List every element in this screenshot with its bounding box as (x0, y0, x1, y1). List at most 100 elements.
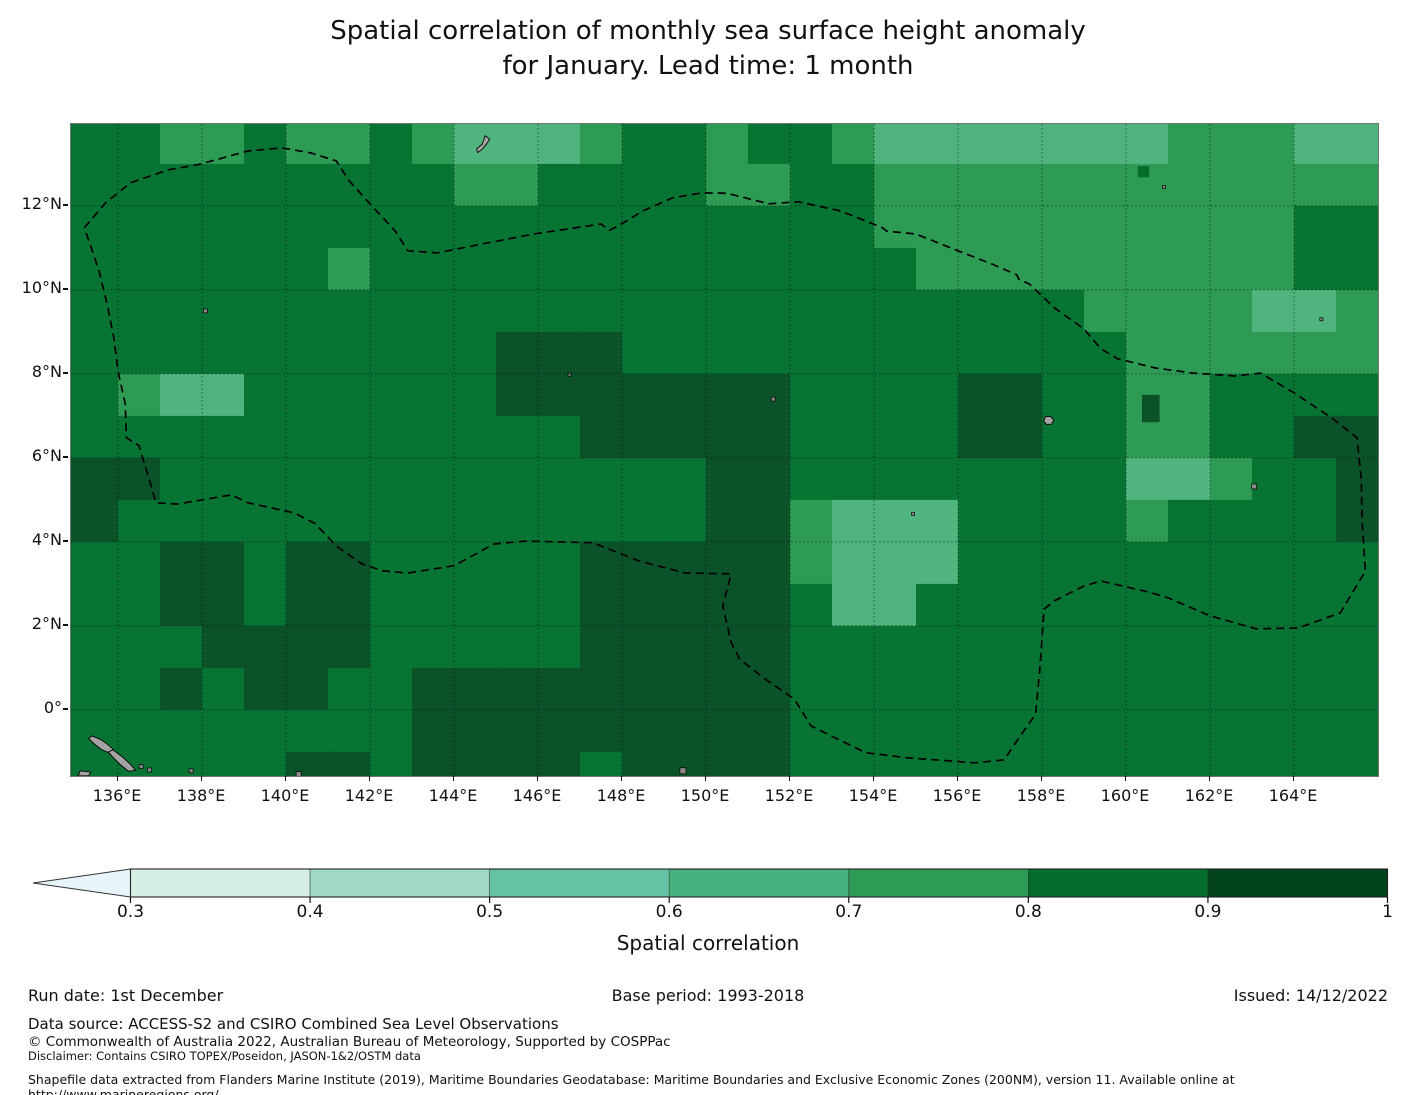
map-cell (412, 667, 455, 711)
map-cell (832, 667, 875, 711)
map-cell (1042, 247, 1085, 291)
map-cell (622, 247, 665, 291)
y-tick-label: 4°N (31, 529, 62, 549)
map-cell (664, 499, 707, 543)
y-tick-label: 2°N (31, 613, 62, 633)
map-cell (1126, 247, 1169, 291)
x-tick-label: 148°E (596, 786, 646, 805)
map-cell (1042, 373, 1085, 417)
map-cell (1042, 751, 1085, 776)
map-cell (1336, 289, 1378, 333)
map-cell (916, 331, 959, 375)
map-cell (790, 751, 833, 776)
map-cell (874, 709, 917, 753)
map-cell (454, 499, 497, 543)
map-cell (1252, 415, 1295, 459)
map-cell (1252, 124, 1295, 167)
map-cell (538, 625, 581, 669)
map-cell (580, 373, 623, 417)
map-cell (1084, 331, 1127, 375)
map-cell (244, 373, 287, 417)
map-cell (580, 709, 623, 753)
map-cell (916, 373, 959, 417)
map-cell (454, 667, 497, 711)
map-cell (496, 163, 539, 207)
map-cell (538, 751, 581, 776)
map-cell (118, 709, 161, 753)
y-tick-mark (63, 624, 68, 626)
map-cell (286, 583, 329, 627)
map-cell (958, 667, 1001, 711)
map-cell (1168, 289, 1211, 333)
x-tick-label: 142°E (344, 786, 394, 805)
map-cell (874, 541, 917, 585)
map-cell (202, 667, 245, 711)
map-cell (202, 247, 245, 291)
x-tick-mark (1124, 776, 1126, 781)
map-cell (454, 583, 497, 627)
x-tick-mark (872, 776, 874, 781)
map-cell (160, 751, 203, 776)
map-cell (580, 247, 623, 291)
map-cell (1000, 499, 1043, 543)
map-cell (1168, 751, 1211, 776)
map-cell (664, 541, 707, 585)
map-cell (664, 583, 707, 627)
map-cell (328, 625, 371, 669)
map-cell (958, 751, 1001, 776)
map-cell (790, 205, 833, 249)
map-cell (832, 625, 875, 669)
map-cell (496, 415, 539, 459)
map-cell (328, 457, 371, 501)
map-cell (286, 163, 329, 207)
x-tick-label: 152°E (764, 786, 814, 805)
map-cell (328, 124, 371, 167)
map-cell (1042, 457, 1085, 501)
map-cell (328, 751, 371, 776)
map-cell (370, 289, 413, 333)
map-cell (454, 751, 497, 776)
map-cell (538, 709, 581, 753)
map-cell (160, 499, 203, 543)
map-cell (1168, 583, 1211, 627)
issued-text: Issued: 14/12/2022 (1233, 986, 1388, 1005)
map-cell (748, 751, 791, 776)
map-cell (286, 667, 329, 711)
map-cell (496, 457, 539, 501)
map-cell (160, 583, 203, 627)
map-cell (1294, 667, 1337, 711)
map-cell (538, 499, 581, 543)
map-cell (874, 289, 917, 333)
map-cell (1210, 499, 1253, 543)
map-cell (664, 667, 707, 711)
map-cell (538, 289, 581, 333)
map-cell (244, 457, 287, 501)
map-cell (370, 247, 413, 291)
map-cell (370, 667, 413, 711)
map-cell (244, 541, 287, 585)
map-cell (874, 583, 917, 627)
map-cell (202, 541, 245, 585)
map-cell (244, 247, 287, 291)
map-cell (1000, 541, 1043, 585)
map-cell (874, 499, 917, 543)
map-cell (496, 289, 539, 333)
map-cell (664, 205, 707, 249)
map-cell (1126, 457, 1169, 501)
map-cell (1294, 247, 1337, 291)
map-cell (1294, 373, 1337, 417)
map-cell (1252, 373, 1295, 417)
map-cell (790, 124, 833, 167)
map-cell (790, 289, 833, 333)
map-cell (1126, 289, 1169, 333)
map-cell (1210, 667, 1253, 711)
map-cell (370, 583, 413, 627)
map-cell (244, 124, 287, 167)
map-cell (1126, 625, 1169, 669)
map-cell (790, 163, 833, 207)
map-cell (412, 541, 455, 585)
copyright-text: © Commonwealth of Australia 2022, Austra… (28, 1034, 671, 1050)
map-cell (580, 289, 623, 333)
map-cell (160, 541, 203, 585)
